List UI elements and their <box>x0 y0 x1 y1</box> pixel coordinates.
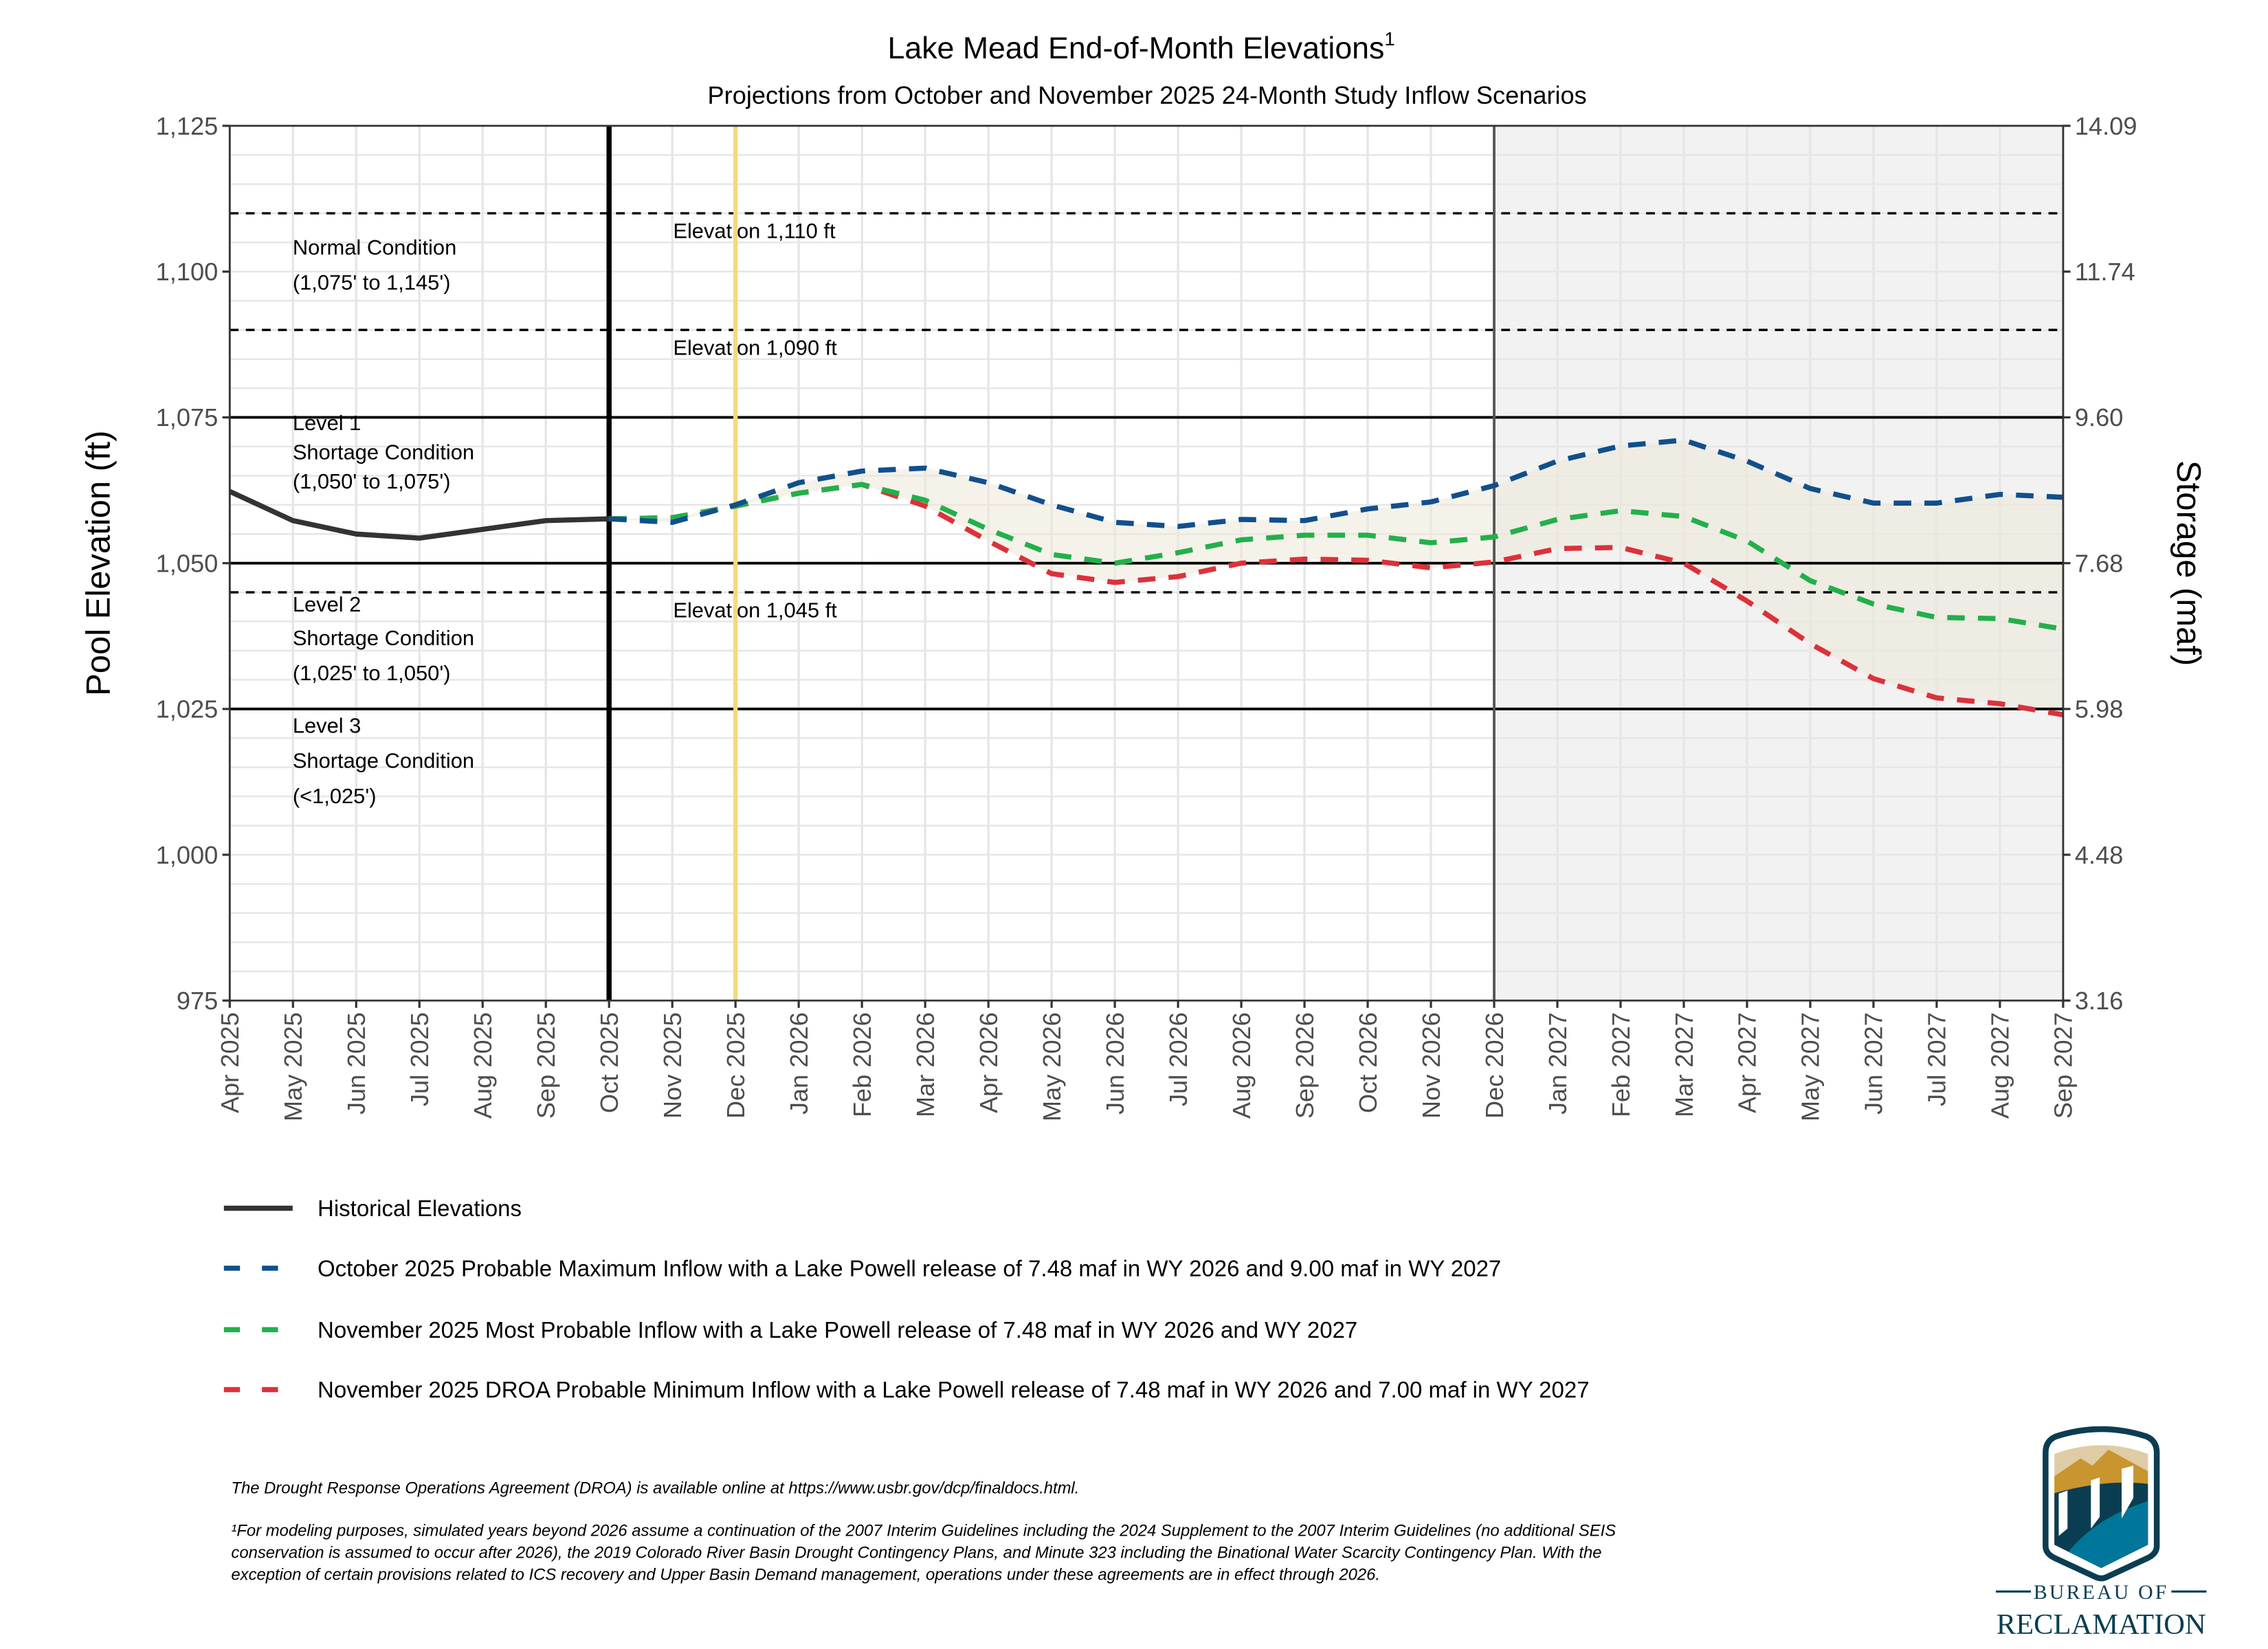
logo-line-2: RECLAMATION <box>1997 1608 2206 1641</box>
condition-label: Level 3 <box>293 714 362 738</box>
legend-label-0: Historical Elevations <box>318 1196 522 1221</box>
y-tick-label: 1,025 <box>156 695 219 723</box>
footnotes: The Drought Response Operations Agreemen… <box>231 1479 1616 1584</box>
x-tick-label: Jul 2027 <box>1923 1012 1951 1106</box>
series-line-3 <box>609 482 2064 718</box>
condition-label: Shortage Condition <box>293 626 474 650</box>
x-tick-label: Apr 2026 <box>975 1012 1003 1113</box>
y-right-tick-label: 5.98 <box>2075 695 2123 723</box>
series-line-1 <box>609 437 2064 529</box>
legend-label-1: October 2025 Probable Maximum Inflow wit… <box>318 1256 1501 1281</box>
x-tick-label: May 2027 <box>1797 1012 1825 1121</box>
x-tick-label: Dec 2025 <box>722 1012 750 1119</box>
x-tick-label: Jan 2027 <box>1544 1012 1572 1114</box>
reference-label-1110: Elevation 1,110 ft <box>673 219 836 243</box>
y-axis-right-label: Storage (maf) <box>2170 460 2207 666</box>
x-tick-label: Nov 2025 <box>658 1012 687 1119</box>
uncertainty-band <box>609 440 2063 715</box>
y-tick-label: 1,125 <box>156 112 219 140</box>
x-tick-label: Sep 2025 <box>532 1012 560 1119</box>
legend-label-2: November 2025 Most Probable Inflow with … <box>318 1317 1357 1343</box>
y-right-tick-label: 11.74 <box>2075 258 2135 286</box>
condition-label: (1,050' to 1,075') <box>293 469 451 493</box>
reference-label-1045: Elevation 1,045 ft <box>673 598 837 622</box>
x-tick-label: Aug 2025 <box>469 1012 497 1119</box>
x-tick-label: Jun 2027 <box>1860 1012 1888 1114</box>
condition-label: Level 2 <box>293 592 362 616</box>
x-tick-label: Sep 2027 <box>2049 1012 2078 1119</box>
footnote-1-line-3: exception of certain provisions related … <box>231 1565 1380 1584</box>
legend-label-3: November 2025 DROA Probable Minimum Infl… <box>318 1377 1590 1402</box>
condition-label: (1,075' to 1,145') <box>293 271 451 295</box>
x-tick-label: Jun 2026 <box>1101 1012 1129 1114</box>
y-tick-label: 975 <box>177 987 218 1015</box>
series-line-2 <box>609 482 2064 632</box>
x-tick-label: Aug 2026 <box>1227 1012 1256 1119</box>
chart-subtitle: Projections from October and November 20… <box>708 81 1587 109</box>
x-tick-label: Feb 2026 <box>848 1012 876 1117</box>
y-tick-label: 1,000 <box>156 841 219 869</box>
y-right-tick-label: 14.09 <box>2075 112 2137 140</box>
x-tick-label: May 2026 <box>1038 1012 1066 1121</box>
x-tick-label: Dec 2026 <box>1480 1012 1509 1119</box>
x-tick-label: May 2025 <box>279 1012 307 1121</box>
x-tick-label: Oct 2026 <box>1354 1012 1382 1113</box>
chart-title: Lake Mead End-of-Month Elevations1 <box>888 28 1395 65</box>
condition-label: Normal Condition <box>293 235 456 259</box>
footnote-1-line-2: conservation is assumed to occur after 2… <box>231 1543 1601 1562</box>
x-tick-label: Mar 2027 <box>1670 1012 1698 1117</box>
x-tick-label: Feb 2027 <box>1607 1012 1635 1117</box>
condition-label: (<1,025') <box>293 784 377 808</box>
legend: Historical Elevations October 2025 Probab… <box>223 1196 1590 1402</box>
x-tick-label: Jun 2025 <box>342 1012 370 1114</box>
bureau-of-reclamation-logo: BUREAU OF RECLAMATION <box>1995 1426 2207 1641</box>
y-tick-label: 1,050 <box>156 549 219 577</box>
footnote-1-line-1: ¹For modeling purposes, simulated years … <box>231 1521 1616 1540</box>
x-tick-label: Aug 2027 <box>1986 1012 2014 1119</box>
x-tick-label: Mar 2026 <box>911 1012 940 1117</box>
y-right-tick-label: 3.16 <box>2075 987 2123 1015</box>
x-tick-label: Sep 2026 <box>1291 1012 1319 1119</box>
y-axis-label: Pool Elevation (ft) <box>80 430 118 695</box>
logo-line-1: BUREAU OF <box>2034 1581 2169 1604</box>
condition-label: Shortage Condition <box>293 440 474 464</box>
series-line-0 <box>228 489 610 541</box>
reference-label-1090: Elevation 1,090 ft <box>673 335 837 359</box>
x-tick-label: Jul 2026 <box>1164 1012 1192 1106</box>
y-tick-label: 1,100 <box>156 258 219 286</box>
x-tick-label: Jul 2025 <box>405 1012 434 1106</box>
x-tick-label: Oct 2025 <box>595 1012 623 1113</box>
x-tick-label: Apr 2027 <box>1733 1012 1761 1113</box>
condition-label: (1,025' to 1,050') <box>293 661 451 685</box>
x-tick-label: Nov 2026 <box>1417 1012 1445 1119</box>
y-tick-label: 1,075 <box>156 403 219 431</box>
condition-label: Shortage Condition <box>293 749 474 773</box>
y-right-tick-label: 7.68 <box>2075 549 2123 577</box>
y-right-tick-label: 9.60 <box>2075 403 2123 431</box>
condition-label: Level 1 <box>293 411 362 435</box>
footnote-droa: The Drought Response Operations Agreemen… <box>231 1479 1079 1498</box>
x-tick-label: Apr 2025 <box>216 1012 244 1113</box>
y-right-tick-label: 4.48 <box>2075 841 2123 869</box>
x-tick-label: Jan 2026 <box>785 1012 813 1114</box>
